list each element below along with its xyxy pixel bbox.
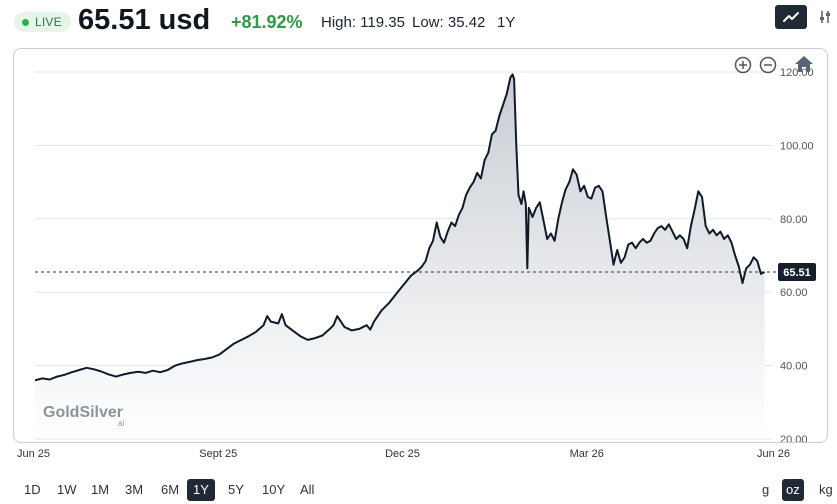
y-tick-label: 40.00 xyxy=(780,361,808,373)
settings-button[interactable] xyxy=(816,8,834,26)
y-tick-label: 120.00 xyxy=(780,67,814,79)
price-change: +81.92% xyxy=(231,12,303,32)
zoom-in-icon[interactable] xyxy=(733,55,753,75)
y-tick-label: 20.00 xyxy=(780,434,808,442)
watermark-brand: GoldSilver xyxy=(43,404,123,421)
range-button-3m[interactable]: 3M xyxy=(125,482,144,497)
x-axis: Jun 25 Sept 25 Dec 25 Mar 26 Jun 26 xyxy=(17,448,790,460)
range-button-5y[interactable]: 5Y xyxy=(228,482,244,497)
period-label: 1Y xyxy=(497,14,516,31)
live-label: LIVE xyxy=(35,15,62,29)
unit-button-g[interactable]: g xyxy=(762,482,770,497)
range-button-1y[interactable]: 1Y xyxy=(187,479,215,501)
y-axis-ticks: 20.00 40.00 60.00 80.00 100.00 120.00 xyxy=(780,67,814,442)
current-price-tag: 65.51 xyxy=(778,262,816,281)
current-price-tag-label: 65.51 xyxy=(783,267,811,279)
x-tick-label: Jun 26 xyxy=(757,448,790,460)
unit-button-oz[interactable]: oz xyxy=(782,479,804,501)
price-line xyxy=(34,73,766,382)
line-chart-icon xyxy=(783,12,799,22)
x-tick-label: Dec 25 xyxy=(385,448,420,460)
x-tick-label: Sept 25 xyxy=(199,448,237,460)
goldsilver-watermark: GoldSilver ai xyxy=(43,404,124,428)
range-button-10y[interactable]: 10Y xyxy=(262,482,286,497)
range-button-1w[interactable]: 1W xyxy=(57,482,77,497)
y-tick-label: 60.00 xyxy=(780,287,808,299)
current-price: 65.51 usd xyxy=(78,4,211,36)
home-icon[interactable] xyxy=(793,54,815,74)
range-button-6m[interactable]: 6M xyxy=(161,482,180,497)
settings-sliders-icon xyxy=(820,11,830,23)
chart-container[interactable]: 20.00 40.00 60.00 80.00 100.00 120.00 65.51 G… xyxy=(13,48,828,443)
y-tick-label: 80.00 xyxy=(780,214,808,226)
price-chart[interactable]: 20.00 40.00 60.00 80.00 100.00 120.00 65.51 G… xyxy=(14,49,827,442)
price-header: LIVE 65.51 usd +81.92% High: 119.35 Low:… xyxy=(0,0,837,46)
range-button-1m[interactable]: 1M xyxy=(91,482,110,497)
x-tick-label: Mar 26 xyxy=(570,448,604,460)
watermark-sub: ai xyxy=(118,419,124,428)
high-value: High: 119.35 xyxy=(321,14,405,31)
live-dot-icon xyxy=(22,18,29,26)
price-area xyxy=(35,74,765,437)
current-price-tag-bg xyxy=(778,262,816,281)
range-button-all[interactable]: All xyxy=(300,482,315,497)
y-tick-label: 100.00 xyxy=(780,140,814,152)
live-badge: LIVE xyxy=(14,12,71,32)
zoom-out-icon[interactable] xyxy=(758,55,778,75)
range-button-1d[interactable]: 1D xyxy=(24,482,41,497)
unit-button-kg[interactable]: kg xyxy=(819,482,833,497)
low-value: Low: 35.42 xyxy=(412,14,486,31)
chart-type-button[interactable] xyxy=(775,5,807,29)
x-tick-label: Jun 25 xyxy=(17,448,50,460)
bottom-toolbar: 1D 1W 1M 3M 6M 1Y 5Y 10Y All g oz kg xyxy=(0,476,837,504)
